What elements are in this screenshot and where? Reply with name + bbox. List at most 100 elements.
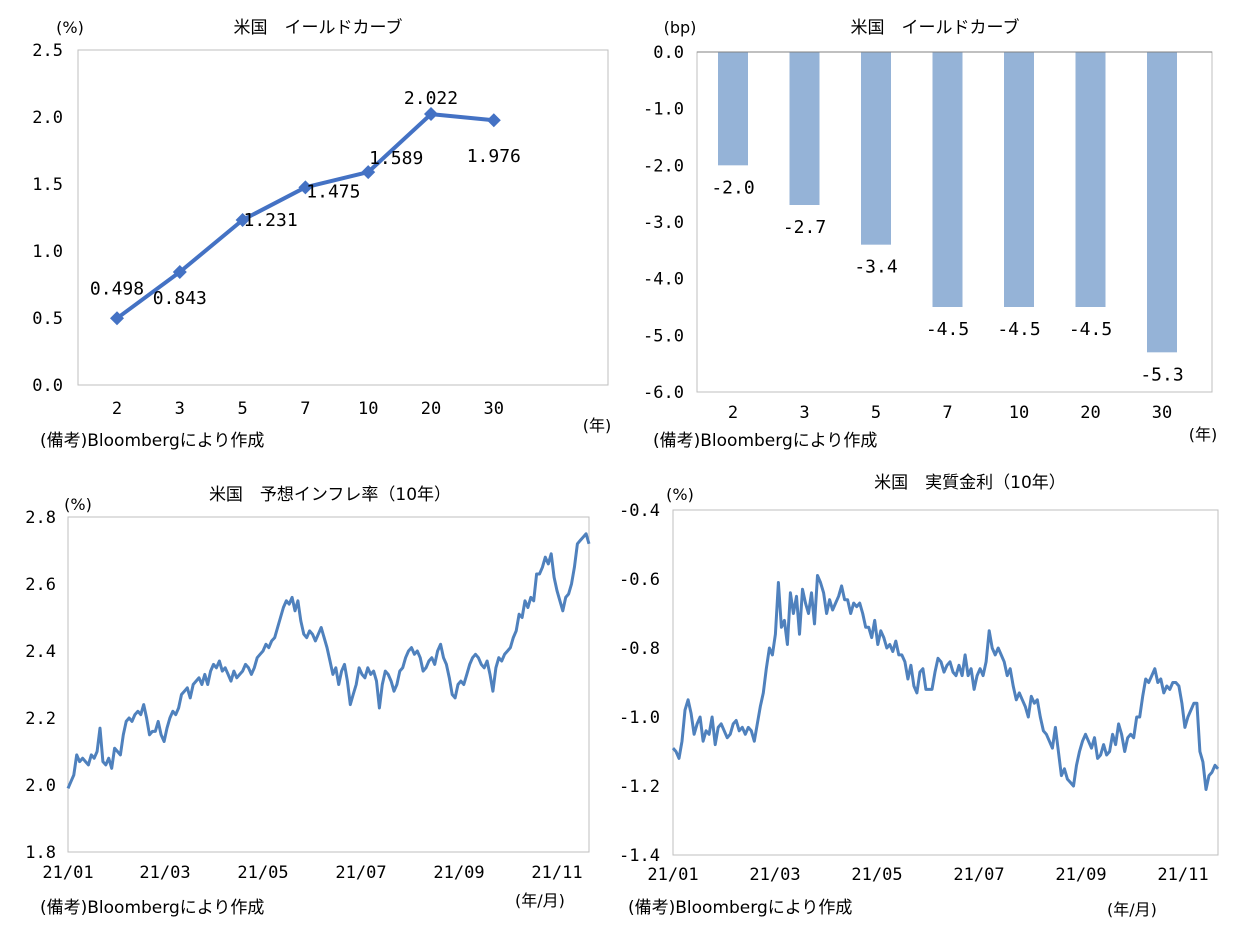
- x-tick-label: 30: [484, 399, 504, 419]
- y-tick-label: 0.0: [653, 43, 684, 63]
- data-point-marker: [235, 213, 250, 228]
- yield-curve-line-note: (備考)Bloombergにより作成: [40, 431, 264, 451]
- data-label: -3.4: [854, 257, 897, 278]
- bar: [718, 52, 748, 166]
- yield-change-bar-panel: 米国 イールドカーブ (bp) (年) (備考)Bloombergにより作成 0…: [643, 17, 1217, 451]
- x-tick-label: 21/11: [1157, 865, 1208, 885]
- yield-curve-line-plot-area: [77, 49, 609, 386]
- bar: [789, 52, 820, 205]
- expected-inflation-unit: (%): [64, 495, 92, 514]
- y-tick-label: 0.0: [32, 376, 63, 396]
- x-tick-label: 21/03: [749, 865, 800, 885]
- expected-inflation-panel: 米国 予想インフレ率（10年） (%) (年/月) (備考)Bloombergに…: [25, 485, 591, 918]
- yield-curve-line-unit: (%): [56, 18, 84, 37]
- y-tick-label: 1.8: [25, 843, 56, 863]
- data-label: -2.7: [783, 217, 826, 238]
- data-point-marker: [110, 311, 124, 326]
- x-tick-label: 21/07: [953, 865, 1004, 885]
- real-rate-xlabel: (年/月): [1107, 900, 1157, 919]
- x-tick-label: 3: [175, 399, 185, 419]
- bar: [1004, 52, 1034, 307]
- x-tick-label: 21/05: [237, 863, 288, 883]
- real-rate-panel: 米国 実質金利（10年） (%) (年/月) (備考)Bloombergにより作…: [619, 473, 1220, 919]
- y-tick-label: 2.0: [25, 776, 56, 796]
- x-tick-label: 21/11: [531, 863, 582, 883]
- data-point-marker: [298, 180, 313, 195]
- y-tick-label: -0.6: [619, 570, 660, 590]
- data-point-marker: [486, 113, 501, 128]
- x-tick-label: 10: [358, 399, 378, 419]
- y-tick-label: -0.4: [619, 501, 660, 521]
- data-label: -4.5: [1069, 319, 1112, 340]
- data-point-marker: [172, 265, 187, 280]
- bar: [1147, 52, 1177, 353]
- bar: [861, 52, 891, 245]
- x-tick-label: 2: [112, 399, 122, 419]
- y-tick-label: -0.8: [619, 639, 660, 659]
- x-tick-label: 2: [728, 403, 738, 423]
- y-tick-label: -1.4: [619, 846, 660, 866]
- real-rate-plot-area: [672, 509, 1219, 856]
- y-tick-label: -4.0: [643, 270, 684, 290]
- data-label: 0.498: [90, 278, 144, 299]
- bar: [932, 52, 963, 307]
- data-point-marker: [424, 107, 438, 122]
- y-tick-label: -3.0: [643, 213, 684, 233]
- y-tick-label: 0.5: [32, 309, 63, 329]
- y-tick-label: -1.0: [619, 708, 660, 728]
- x-tick-label: 5: [237, 399, 247, 419]
- data-label: -5.3: [1140, 364, 1183, 385]
- x-tick-label: 21/07: [335, 863, 386, 883]
- data-label: -4.5: [926, 319, 969, 340]
- x-tick-label: 5: [871, 403, 881, 423]
- yield-curve-line-xlabel: (年): [583, 416, 612, 435]
- yield-change-bar-title: 米国 イールドカーブ: [851, 17, 1020, 38]
- y-tick-label: -6.0: [643, 383, 684, 403]
- y-tick-label: -1.0: [643, 100, 684, 120]
- y-tick-label: 2.5: [32, 41, 63, 61]
- x-tick-label: 7: [300, 399, 310, 419]
- y-tick-label: -5.0: [643, 326, 684, 346]
- y-tick-label: 1.5: [32, 175, 63, 195]
- x-tick-label: 21/09: [433, 863, 484, 883]
- y-tick-label: -2.0: [643, 156, 684, 176]
- data-label: 0.843: [153, 288, 207, 309]
- y-tick-label: 2.0: [32, 108, 63, 128]
- bar: [1075, 52, 1106, 307]
- x-tick-label: 21/09: [1055, 865, 1106, 885]
- x-tick-label: 20: [421, 399, 441, 419]
- expected-inflation-xlabel: (年/月): [515, 891, 565, 910]
- yield-curve-line-title: 米国 イールドカーブ: [234, 17, 403, 38]
- data-label: 1.976: [467, 146, 521, 167]
- real-rate-note: (備考)Bloombergにより作成: [628, 898, 852, 918]
- x-tick-label: 10: [1009, 403, 1029, 423]
- y-tick-label: 2.6: [25, 575, 56, 595]
- x-tick-label: 30: [1152, 403, 1172, 423]
- data-label: -2.0: [711, 177, 754, 198]
- real-rate-title: 米国 実質金利（10年）: [874, 473, 1066, 493]
- data-label: 2.022: [404, 88, 458, 109]
- y-tick-label: 2.2: [25, 709, 56, 729]
- yield-change-bar-note: (備考)Bloombergにより作成: [653, 431, 877, 451]
- x-tick-label: 7: [942, 403, 952, 423]
- y-tick-label: 2.8: [25, 508, 56, 528]
- data-label: 1.589: [369, 148, 423, 169]
- data-label: 1.475: [306, 181, 360, 202]
- yield-change-bar-unit: (bp): [664, 18, 697, 37]
- x-tick-label: 21/01: [647, 865, 698, 885]
- series-line: [66, 532, 591, 789]
- yield-curve-line-panel: 米国 イールドカーブ (%) (年) (備考)Bloombergにより作成 0.…: [32, 17, 611, 451]
- yield-change-bar-xlabel: (年): [1189, 425, 1218, 444]
- y-tick-label: 1.0: [32, 242, 63, 262]
- y-tick-label: -1.2: [619, 777, 660, 797]
- expected-inflation-title: 米国 予想インフレ率（10年）: [209, 485, 451, 505]
- x-tick-label: 20: [1080, 403, 1100, 423]
- expected-inflation-plot-area: [67, 516, 590, 853]
- data-label: 1.231: [244, 210, 298, 231]
- x-tick-label: 3: [799, 403, 809, 423]
- y-tick-label: 2.4: [25, 642, 56, 662]
- x-tick-label: 21/01: [42, 863, 93, 883]
- expected-inflation-note: (備考)Bloombergにより作成: [40, 898, 264, 918]
- data-point-marker: [361, 165, 376, 180]
